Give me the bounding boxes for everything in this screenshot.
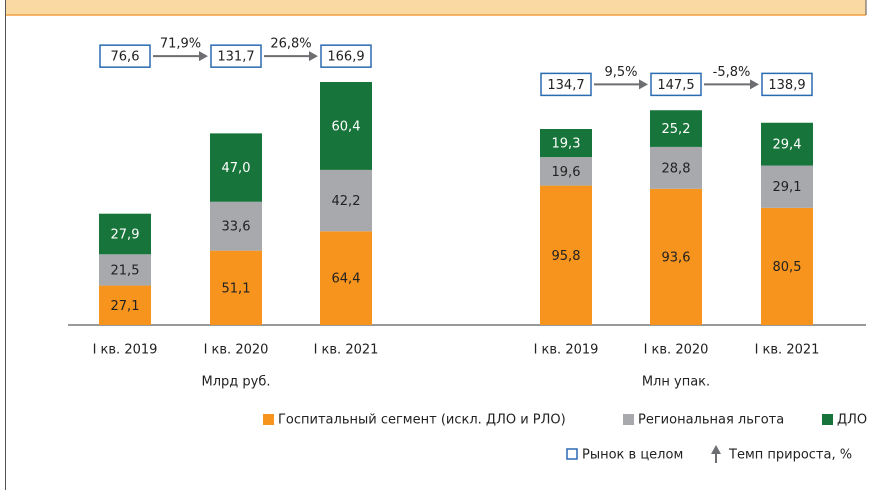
arrow-head [309, 51, 318, 62]
bar-segment [540, 129, 592, 158]
value-label: 19,6 [552, 165, 581, 180]
growth-label: -5,8% [713, 65, 751, 80]
legend-label: Госпитальный сегмент (искл. ДЛО и РЛО) [278, 413, 566, 428]
value-label: 64,4 [332, 272, 361, 287]
arrow-head [639, 79, 648, 90]
bar-segment [210, 250, 262, 325]
legend-swatch [566, 448, 578, 460]
legend-label: Рынок в целом [582, 448, 683, 463]
bar-segment [761, 165, 813, 208]
value-label: 25,2 [662, 122, 691, 137]
value-label: 60,4 [332, 119, 361, 134]
bar-segment [320, 169, 372, 232]
x-tick-label: I кв. 2019 [93, 343, 158, 358]
bar-segment [210, 133, 262, 202]
x-axis-label: Млрд руб. [202, 375, 271, 390]
value-label: 93,6 [662, 250, 691, 265]
legend-label: Темп прироста, % [728, 448, 852, 463]
bar-segment [650, 188, 702, 325]
bar-segment [761, 207, 813, 325]
legend-arrow-head [711, 445, 721, 454]
bar-segment [99, 285, 151, 325]
value-label: 29,1 [773, 180, 802, 195]
value-label: 33,6 [222, 220, 251, 235]
bar-segment [99, 254, 151, 286]
value-label: 21,5 [111, 263, 140, 278]
value-label: 27,9 [111, 227, 140, 242]
value-label: 29,4 [773, 138, 802, 153]
total-label: 166,9 [327, 50, 364, 65]
value-label: 42,2 [332, 194, 361, 209]
x-tick-label: I кв. 2020 [204, 343, 269, 358]
value-label: 28,8 [662, 161, 691, 176]
bar-segment [761, 122, 813, 166]
x-tick-label: I кв. 2021 [314, 343, 379, 358]
total-box [320, 44, 372, 68]
bar-segment [320, 82, 372, 170]
total-label: 76,6 [111, 50, 140, 65]
arrow-head [750, 79, 759, 90]
total-label: 134,7 [547, 78, 584, 93]
bar-segment [650, 146, 702, 189]
total-box [210, 44, 262, 68]
value-label: 80,5 [773, 260, 802, 275]
value-label: 27,1 [111, 299, 140, 314]
x-axis-label: Млн упак. [642, 375, 710, 390]
header-band [5, 0, 866, 15]
legend-swatch [822, 414, 833, 425]
total-label: 138,9 [768, 78, 805, 93]
bar-segment [650, 110, 702, 147]
value-label: 95,8 [552, 249, 581, 264]
growth-label: 9,5% [604, 65, 637, 80]
legend-swatch [263, 414, 274, 425]
total-box [540, 72, 592, 97]
total-label: 147,5 [657, 78, 694, 93]
total-box [761, 72, 813, 97]
bar-segment [210, 201, 262, 251]
legend-swatch [623, 414, 634, 425]
total-label: 131,7 [217, 50, 254, 65]
value-label: 51,1 [222, 281, 251, 296]
growth-label: 71,9% [160, 37, 201, 52]
bar-segment [540, 157, 592, 186]
growth-label: 26,8% [270, 37, 311, 52]
x-tick-label: I кв. 2020 [644, 343, 709, 358]
legend-label: Региональная льгота [638, 413, 784, 428]
legend-label: ДЛО [837, 413, 867, 428]
value-label: 47,0 [222, 161, 251, 176]
value-label: 19,3 [552, 137, 581, 152]
bar-segment [320, 231, 372, 325]
bar-segment [99, 213, 151, 255]
total-box [99, 44, 151, 68]
x-tick-label: I кв. 2019 [534, 343, 599, 358]
x-tick-label: I кв. 2021 [755, 343, 820, 358]
total-box [650, 72, 702, 97]
arrow-head [199, 51, 208, 62]
bar-segment [540, 185, 592, 325]
